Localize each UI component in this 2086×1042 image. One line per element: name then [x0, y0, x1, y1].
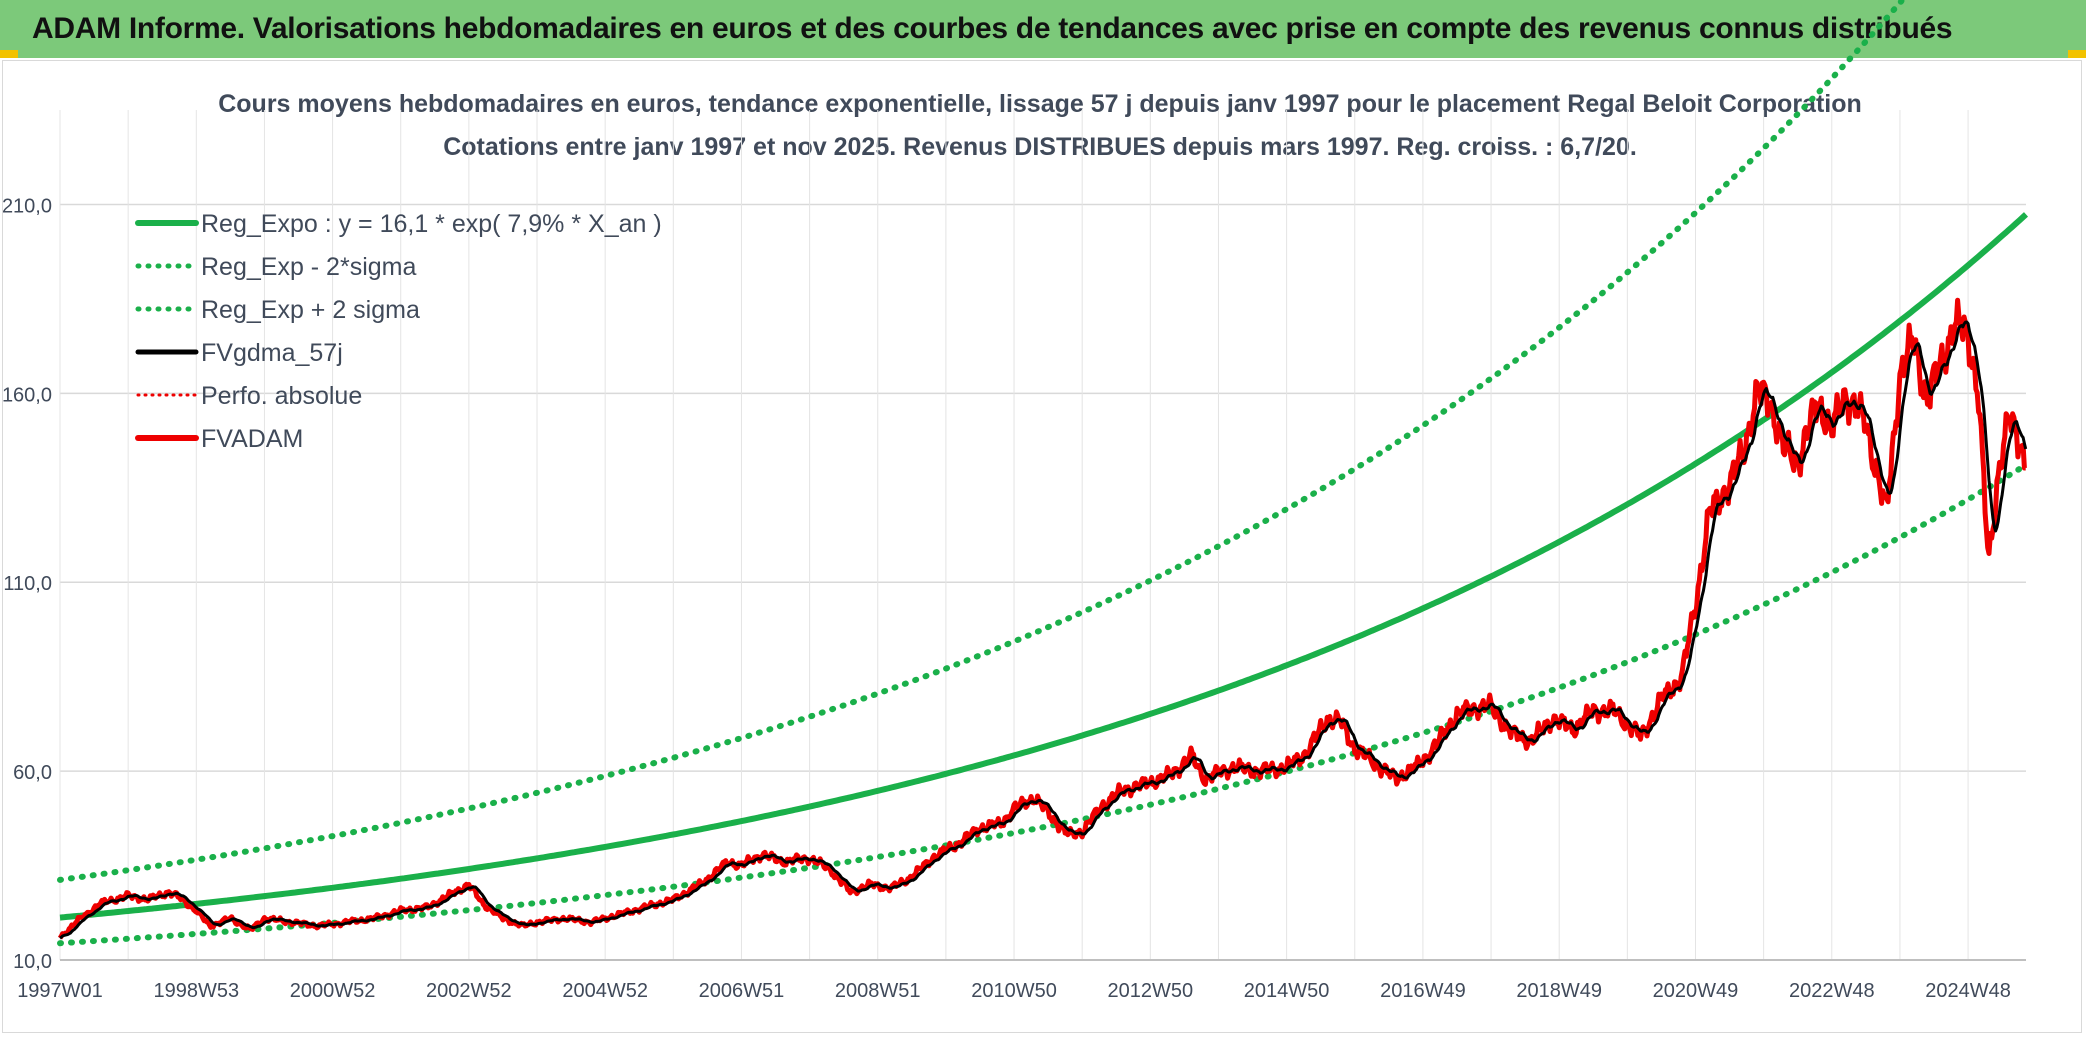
chart-subtitle: Cotations entre janv 1997 et nov 2025. R…: [443, 133, 1637, 161]
chart-title: Cours moyens hebdomadaires en euros, ten…: [218, 90, 1862, 118]
x-tick-label: 2024W48: [1925, 980, 2011, 1002]
x-tick-label: 1998W53: [153, 980, 239, 1002]
legend-label: Reg_Expo : y = 16,1 * exp( 7,9% * X_an ): [201, 210, 662, 238]
x-tick-label: 2014W50: [1244, 980, 1330, 1002]
x-tick-label: 1997W01: [17, 980, 103, 1002]
x-tick-label: 2000W52: [290, 980, 376, 1002]
legend-label: Reg_Exp - 2*sigma: [201, 253, 416, 281]
x-tick-label: 2008W51: [835, 980, 921, 1002]
x-tick-label: 2020W49: [1653, 980, 1739, 1002]
fvgdma-57j-line: [59, 320, 2028, 940]
x-tick-label: 2006W51: [699, 980, 785, 1002]
chart-frame: [2, 60, 2082, 1033]
reg-exp-minus-2sigma-line: [57, 461, 2029, 947]
reg-exp-plus-2sigma-line: [57, 0, 1907, 883]
y-tick-label: 60,0: [13, 762, 52, 784]
x-tick-label: 2010W50: [971, 980, 1057, 1002]
y-tick-label: 160,0: [2, 384, 52, 406]
x-tick-label: 2012W50: [1108, 980, 1194, 1002]
legend-fvadam: FVADAM: [135, 425, 303, 453]
legend-reg-exp-minus: Reg_Exp - 2*sigma: [135, 253, 416, 281]
report-banner: ADAM Informe. Valorisations hebdomadaire…: [0, 0, 2086, 58]
legend-label: FVADAM: [201, 425, 303, 453]
x-tick-label: 2018W49: [1516, 980, 1602, 1002]
y-tick-label: 110,0: [3, 573, 52, 595]
legend-label: FVgdma_57j: [201, 339, 343, 367]
legend-reg-exp-plus: Reg_Exp + 2 sigma: [135, 296, 420, 324]
legend-label: Perfo. absolue: [201, 382, 362, 410]
banner-accent-right: [2068, 50, 2086, 58]
x-tick-label: 2004W52: [562, 980, 648, 1002]
banner-accent-left: [0, 50, 18, 58]
x-tick-label: 2002W52: [426, 980, 512, 1002]
legend-label: Reg_Exp + 2 sigma: [201, 296, 420, 324]
x-tick-label: 2022W48: [1789, 980, 1875, 1002]
legend-reg-expo: Reg_Expo : y = 16,1 * exp( 7,9% * X_an ): [135, 210, 662, 238]
legend-perfo-absolue: Perfo. absolue: [136, 382, 362, 410]
reg-expo-line: [59, 212, 2029, 921]
report-title: ADAM Informe. Valorisations hebdomadaire…: [32, 12, 1953, 45]
legend-fvgdma: FVgdma_57j: [135, 339, 343, 367]
y-tick-label: 10,0: [13, 951, 52, 973]
x-tick-label: 2016W49: [1380, 980, 1466, 1002]
y-tick-label: 210,0: [2, 195, 52, 217]
